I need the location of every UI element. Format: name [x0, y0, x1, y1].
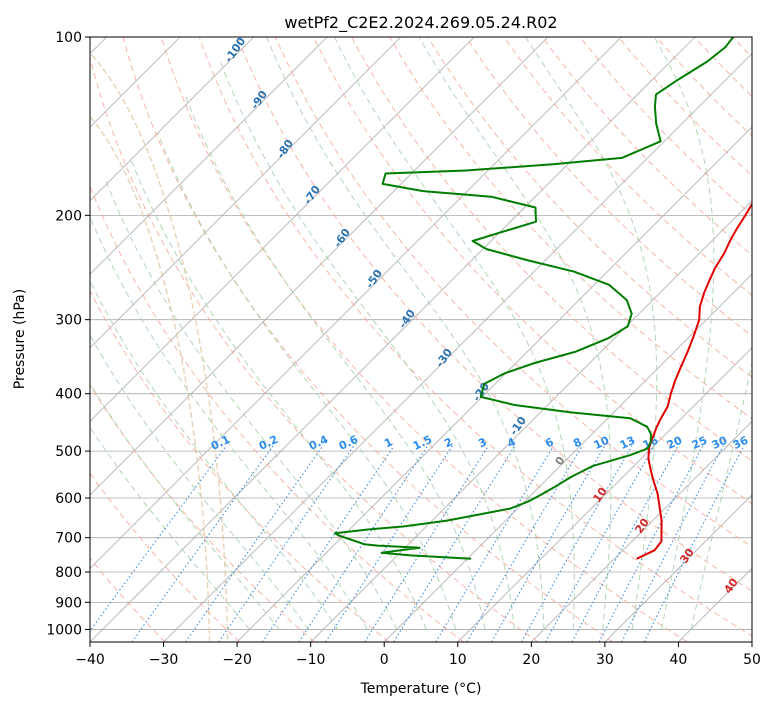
moist-adiabat-line — [266, 37, 545, 630]
mixing-ratio-line — [393, 445, 516, 642]
mixing-ratio-line — [131, 445, 274, 642]
dry-adiabat-line — [90, 56, 539, 642]
y-tick-label: 1000 — [46, 622, 82, 638]
moist-adiabat-line — [90, 426, 251, 630]
dry-adiabat-line — [389, 37, 752, 420]
dry-adiabat-line — [236, 37, 752, 592]
moist-adiabat-line — [90, 334, 309, 630]
isotherm-line — [90, 37, 475, 422]
mixing-ratio-label: 36 — [731, 434, 751, 452]
moist-adiabat-line — [157, 132, 457, 630]
mixing-ratio-line — [218, 445, 355, 642]
dry-adiabat-line — [427, 37, 752, 378]
y-axis-ticks: 100 200 300 400 500 600 700 800 900 1000 — [46, 30, 90, 638]
moist-adiabat-line — [129, 157, 427, 630]
y-tick-label: 600 — [55, 491, 82, 507]
y-tick-label: 500 — [55, 444, 82, 460]
moist-adiabat-line — [334, 37, 575, 630]
dry-adiabat-line — [771, 37, 775, 642]
mixing-ratio-line — [435, 445, 555, 642]
mixing-ratio-line — [643, 445, 745, 642]
dry-adiabat-line — [90, 384, 315, 642]
temperature-profile-line — [636, 202, 752, 560]
x-tick-label: 40 — [670, 652, 688, 668]
mixing-ratio-line — [185, 445, 324, 642]
chart-title: wetPf2_C2E2.2024.269.05.24.R02 — [284, 13, 557, 33]
dewpoint-profile-line — [333, 37, 734, 560]
moist-adiabat-line — [690, 360, 752, 630]
moist-adiabat-line — [90, 215, 368, 630]
isotherm-line — [90, 37, 328, 275]
plot-frame — [89, 36, 753, 643]
mixing-ratio-line — [466, 445, 583, 642]
y-tick-label: 100 — [55, 30, 82, 46]
x-tick-label: −40 — [75, 652, 105, 668]
moist-adiabat-line — [219, 61, 515, 630]
y-tick-label: 900 — [55, 595, 82, 611]
dry-adiabat-line — [122, 37, 613, 642]
mixing-ratio-line — [545, 445, 655, 642]
mixing-ratio-line — [298, 445, 429, 642]
mixing-ratio-label: 13 — [618, 434, 637, 452]
x-tick-label: −20 — [222, 652, 252, 668]
isotherm-line — [751, 641, 752, 642]
isotherm-line — [383, 273, 752, 642]
mixing-ratio-label: 30 — [710, 434, 730, 452]
dry-adiabat-line — [274, 37, 752, 548]
x-tick-label: −10 — [296, 652, 326, 668]
mixing-ratio-line — [262, 445, 395, 642]
moist-adiabat-line — [105, 180, 398, 630]
isotherm-line — [90, 37, 402, 349]
mixing-ratio-line — [325, 445, 453, 642]
mixing-ratio-label: 20 — [665, 434, 685, 452]
x-tick-label: −30 — [149, 652, 179, 668]
mixing-ratio-line — [521, 445, 633, 642]
y-tick-label: 200 — [55, 208, 82, 224]
isotherm-line — [90, 37, 696, 642]
outer-guide-curve — [90, 52, 229, 642]
y-tick-label: 400 — [55, 387, 82, 403]
sounding-profiles — [333, 37, 752, 560]
isotherm-line — [90, 37, 622, 569]
x-tick-label: 20 — [522, 652, 540, 668]
moist-adiabat-line — [184, 94, 486, 630]
x-axis-label: Temperature (°C) — [360, 681, 482, 697]
moist-adiabat-line — [90, 279, 339, 630]
isotherm-line — [457, 347, 752, 642]
isotherm-line — [163, 53, 752, 642]
moist-adiabat-line — [418, 37, 612, 630]
dry-adiabat-line — [503, 37, 752, 296]
isotherm-line — [531, 420, 752, 642]
dry-adiabat-line — [313, 37, 752, 505]
y-tick-label: 300 — [55, 313, 82, 329]
y-tick-label: 700 — [55, 531, 82, 547]
x-tick-label: 30 — [596, 652, 614, 668]
isotherm-line — [604, 494, 752, 642]
dry-adiabat-line — [617, 37, 752, 176]
x-tick-label: 10 — [449, 652, 467, 668]
dry-adiabat-line — [160, 37, 688, 642]
dry-adiabat-line — [198, 37, 752, 637]
x-tick-label: 50 — [743, 652, 761, 668]
y-axis-label: Pressure (hPa) — [12, 289, 28, 389]
y-tick-label: 800 — [55, 565, 82, 581]
outer-guide-curve — [90, 115, 211, 642]
isotherm-line — [310, 200, 752, 642]
mixing-ratio-label: 25 — [690, 434, 709, 452]
x-axis-ticks: −40 −30 −20 −10 0 10 20 30 40 50 — [75, 642, 761, 668]
mixing-ratio-label: 10 — [592, 434, 612, 452]
dry-adiabat-line — [90, 185, 464, 642]
isotherm-line — [90, 37, 254, 202]
x-tick-label: 0 — [380, 652, 389, 668]
mixing-ratio-line — [364, 445, 489, 642]
isotherm-line — [236, 126, 752, 642]
isotherm-line — [90, 37, 549, 496]
mixing-ratio-line — [621, 445, 724, 642]
dry-adiabat-line — [90, 472, 241, 642]
dry-adiabat-line — [90, 290, 390, 642]
